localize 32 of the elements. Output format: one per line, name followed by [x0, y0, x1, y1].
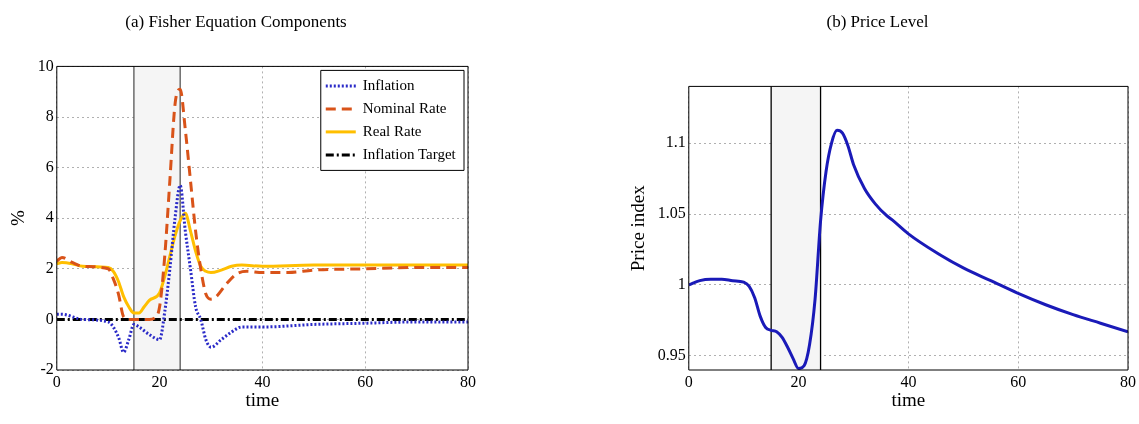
- x-tick-label: 80: [1120, 372, 1136, 390]
- chart-title: (a) Fisher Equation Components: [125, 11, 347, 31]
- x-tick-label: 60: [357, 372, 374, 390]
- x-tick-label: 20: [151, 372, 168, 390]
- y-axis-title: Price index: [627, 184, 649, 272]
- x-tick-label: 20: [790, 372, 807, 390]
- x-tick-label: 60: [1010, 372, 1027, 390]
- x-axis-title: time: [245, 388, 280, 410]
- y-tick-label: -2: [40, 360, 54, 378]
- chart-title: (b) Price Level: [826, 11, 929, 31]
- y-tick-label: 4: [45, 208, 54, 226]
- y-tick-label: 0.95: [657, 346, 686, 364]
- y-axis-title: %: [7, 210, 29, 227]
- y-tick-label: 1: [677, 275, 686, 293]
- legend-label: Inflation: [362, 76, 415, 93]
- x-tick-label: 80: [460, 372, 476, 390]
- y-tick-label: 1.05: [657, 204, 686, 222]
- x-tick-label: 40: [900, 372, 917, 390]
- line-series: [688, 128, 1128, 370]
- y-tick-label: 1.1: [665, 133, 686, 151]
- legend-label: Inflation Target: [362, 145, 457, 162]
- x-tick-label: 40: [254, 372, 271, 390]
- y-tick-label: 10: [37, 56, 54, 74]
- y-tick-label: 6: [45, 157, 54, 175]
- y-tick-label: 2: [45, 259, 54, 276]
- legend-label: Nominal Rate: [362, 99, 447, 116]
- x-axis-title: time: [891, 388, 926, 410]
- legend-label: Real Rate: [362, 122, 422, 139]
- y-tick-label: 0: [45, 309, 54, 327]
- line-series: [56, 211, 468, 315]
- line-series: [56, 183, 468, 354]
- y-tick-label: 8: [45, 107, 54, 125]
